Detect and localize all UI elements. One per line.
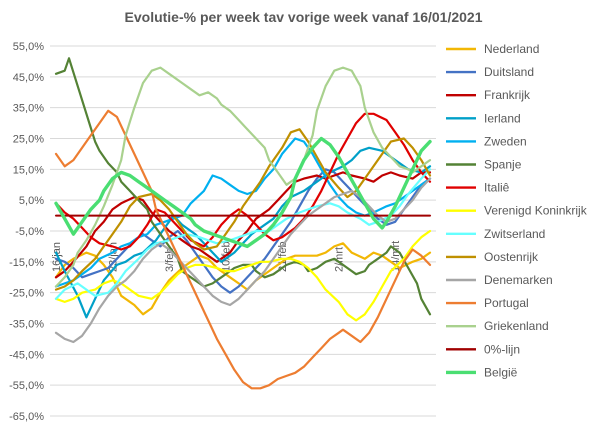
y-tick-label: -15,0% [9, 257, 44, 269]
legend-label: Griekenland [484, 319, 549, 333]
series-lines [54, 57, 432, 390]
y-tick-label: 15,0% [13, 164, 44, 176]
legend: Nederland Duitsland Frankrijk Ierland Zweden… [446, 42, 588, 379]
series-line-griekenland [54, 66, 432, 288]
legend-label: 0%-lijn [484, 342, 520, 356]
legend-label: Denemarken [484, 273, 553, 287]
legend-label: Nederland [484, 42, 539, 56]
legend-label: Zweden [484, 134, 527, 148]
series-line-portugal [54, 109, 432, 390]
y-axis-tick-labels: 55,0% 45,0% 35,0% 25,0% 15,0% 5,0% -5,0% -15,0%… [9, 41, 44, 423]
legend-label: België [484, 365, 518, 379]
y-tick-label: 35,0% [13, 103, 44, 115]
chart-title: Evolutie-% per week tav vorige week vana… [124, 9, 483, 25]
y-tick-label: 5,0% [19, 195, 44, 207]
series-line-oostenrijk [54, 128, 432, 291]
legend-label: Ierland [484, 111, 521, 125]
grid-lines [50, 45, 436, 417]
y-tick-label: -35,0% [9, 319, 44, 331]
legend-label: Duitsland [484, 65, 534, 79]
legend-label: Italiê [484, 181, 510, 195]
series-line-belgi- [54, 136, 432, 249]
y-tick-label: -5,0% [15, 226, 44, 238]
legend-label: Spanje [484, 158, 522, 172]
y-tick-label: 55,0% [13, 41, 44, 53]
legend-label: Verenigd Koninkrijk [484, 204, 588, 218]
y-tick-label: 45,0% [13, 72, 44, 84]
series-line-denemarken [54, 177, 432, 344]
y-tick-label: -25,0% [9, 288, 44, 300]
legend-label: Zwitserland [484, 227, 545, 241]
series-line-zwitserland [54, 168, 432, 300]
y-tick-label: -65,0% [9, 411, 44, 423]
y-tick-label: -55,0% [9, 380, 44, 392]
legend-label: Oostenrijk [484, 250, 539, 264]
legend-label: Frankrijk [484, 88, 531, 102]
legend-label: Portugal [484, 296, 529, 310]
y-tick-label: 25,0% [13, 134, 44, 146]
y-tick-label: -45,0% [9, 349, 44, 361]
